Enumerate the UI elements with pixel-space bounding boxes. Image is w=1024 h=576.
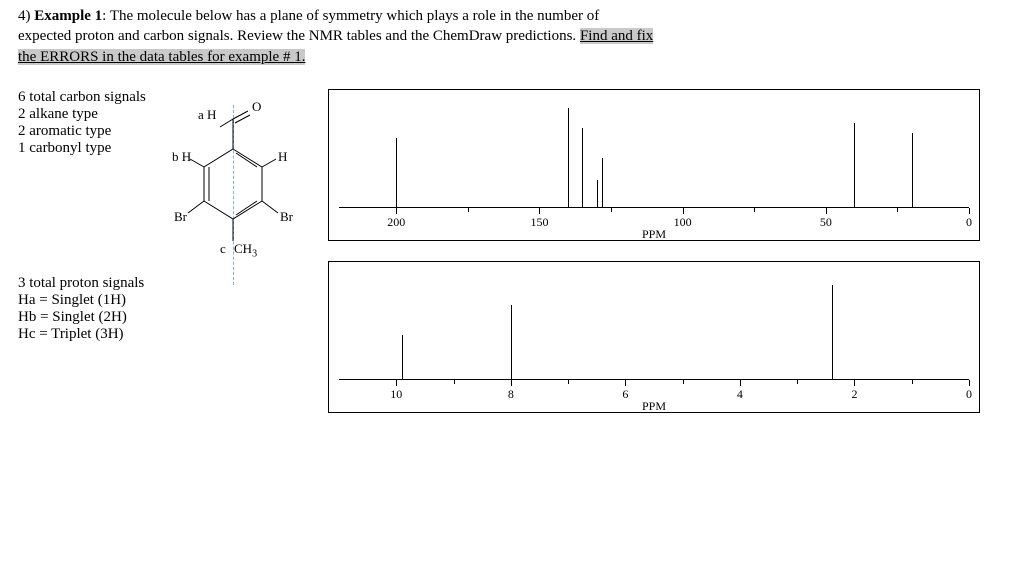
h1-tick [740, 380, 741, 386]
h1-tick [969, 380, 970, 386]
c13-tick-label: 0 [966, 215, 972, 230]
h1-tick [625, 380, 626, 386]
h1-minor-tick [454, 380, 455, 384]
c13-tick [683, 208, 684, 214]
q-lead: 4) [18, 8, 34, 24]
h1-peak [511, 305, 512, 380]
q-underlined1: Find and fix [580, 28, 653, 44]
label-Br-left: Br [174, 209, 187, 225]
c13-peak [597, 180, 598, 208]
h1-minor-tick [912, 380, 913, 384]
c13-minor-tick [611, 208, 612, 212]
h1-minor-tick [568, 380, 569, 384]
molecule-structure: a H O b H H Br Br c CH3 [158, 95, 308, 295]
c13-tick-label: 200 [387, 215, 405, 230]
label-O: O [252, 99, 261, 115]
c13-peak [912, 133, 913, 208]
h1-tick-label: 0 [966, 387, 972, 402]
h1-nmr-chart: PPM 10 8 6 4 2 0 [328, 261, 980, 413]
c13-tick [539, 208, 540, 214]
c13-axis-label: PPM [329, 227, 979, 242]
c13-peak [582, 128, 583, 208]
q-line2: expected proton and carbon signals. Revi… [18, 28, 580, 44]
c13-peak [396, 138, 397, 208]
h1-axis [339, 379, 969, 380]
h1-axis-label: PPM [329, 399, 979, 414]
label-Br-right: Br [280, 209, 293, 225]
h1-tick-label: 8 [508, 387, 514, 402]
h1-minor-tick [683, 380, 684, 384]
c13-tick-label: 100 [674, 215, 692, 230]
label-a-H: a H [198, 107, 216, 123]
h1-tick [854, 380, 855, 386]
question-prompt: 4) Example 1: The molecule below has a p… [18, 6, 1006, 67]
h1-minor-tick [797, 380, 798, 384]
h1-tick [511, 380, 512, 386]
c13-peak [568, 108, 569, 208]
h1-tick [396, 380, 397, 386]
c13-tick-label: 150 [530, 215, 548, 230]
c13-minor-tick [468, 208, 469, 212]
c13-minor-tick [897, 208, 898, 212]
q-line1-rest: : The molecule below has a plane of symm… [102, 8, 599, 24]
c13-tick-label: 50 [820, 215, 832, 230]
proton-l4: Hc = Triplet (3H) [18, 326, 328, 343]
label-H-right: H [278, 149, 287, 165]
h1-peak [402, 335, 403, 380]
c13-tick [826, 208, 827, 214]
c13-axis [339, 207, 969, 208]
h1-tick-label: 4 [737, 387, 743, 402]
proton-l3: Hb = Singlet (2H) [18, 309, 328, 326]
c13-tick [969, 208, 970, 214]
label-b-H: b H [172, 149, 191, 165]
molecule-svg [158, 95, 308, 295]
label-c: c [220, 241, 226, 257]
q-underlined2: the ERRORS in the data tables for exampl… [18, 49, 305, 65]
c13-minor-tick [754, 208, 755, 212]
q-bold: Example 1 [34, 8, 102, 24]
c13-tick [396, 208, 397, 214]
h1-tick-label: 6 [622, 387, 628, 402]
h1-tick-label: 10 [390, 387, 402, 402]
label-CH3: CH3 [234, 241, 257, 260]
c13-peak [602, 158, 603, 208]
h1-tick-label: 2 [851, 387, 857, 402]
c13-nmr-chart: PPM 200 150 100 50 0 [328, 89, 980, 241]
c13-peak [854, 123, 855, 208]
h1-peak [832, 285, 833, 380]
